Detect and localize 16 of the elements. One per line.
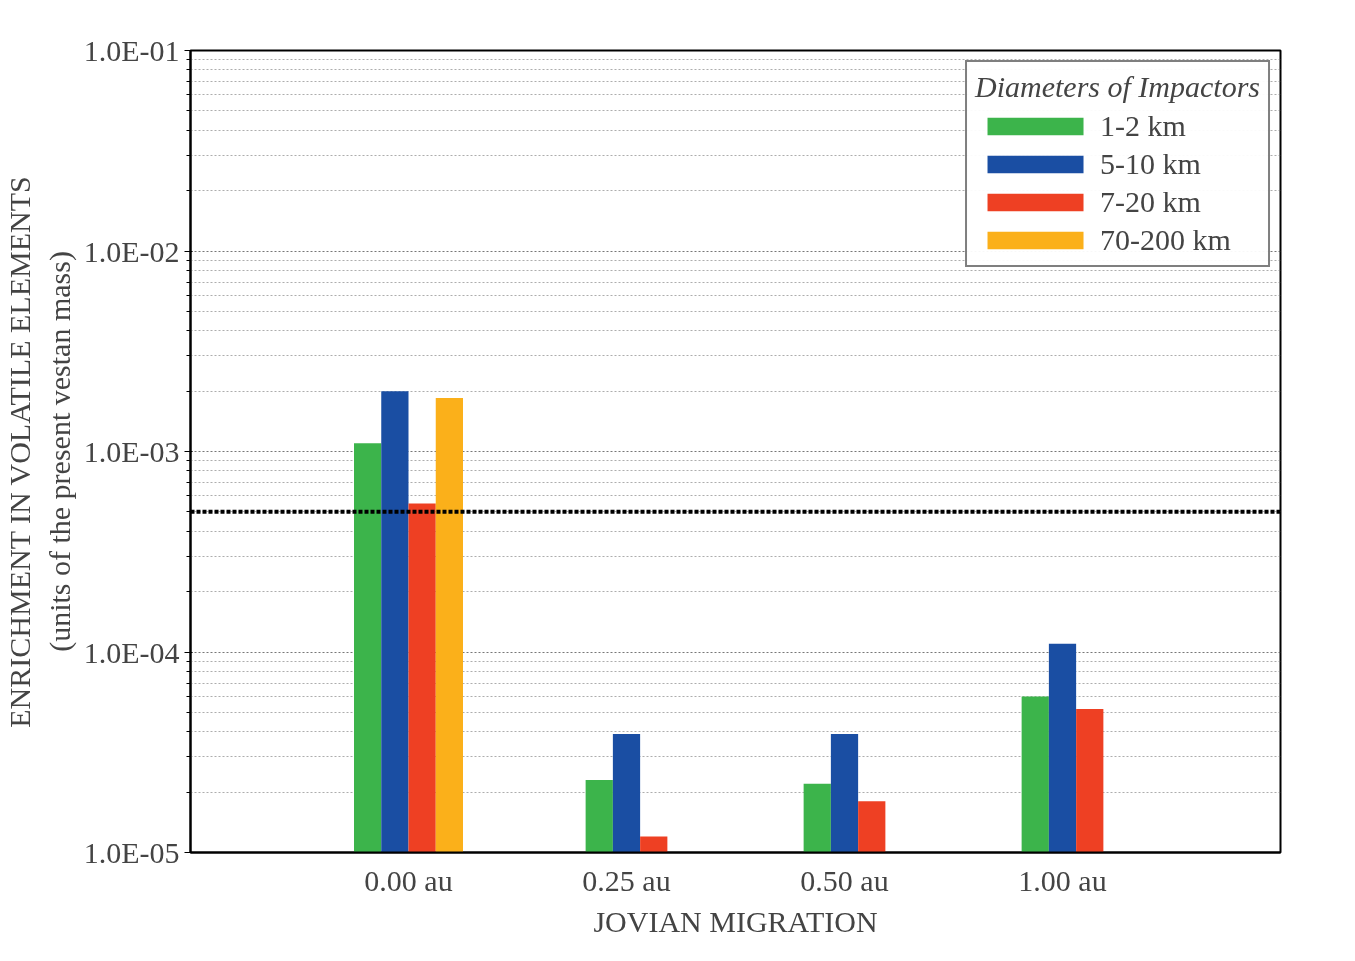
- y-tick-label: 1.0E-02: [83, 234, 180, 268]
- y-tick-label: 1.0E-04: [83, 635, 180, 669]
- legend-label: 7-20 km: [1100, 185, 1201, 219]
- x-tick-label: 1.00 au: [1018, 863, 1107, 897]
- y-tick-label: 1.0E-05: [83, 836, 180, 869]
- x-tick-label: 0.00 au: [364, 863, 453, 897]
- y-tick-label: 1.0E-01: [83, 34, 180, 67]
- legend-label: 70-200 km: [1100, 223, 1231, 257]
- x-tick-label: 0.25 au: [582, 863, 671, 897]
- x-tick-label: 0.50 au: [800, 863, 889, 897]
- legend-label: 1-2 km: [1100, 109, 1186, 143]
- x-axis-title: JOVIAN MIGRATION: [593, 904, 878, 938]
- y-axis-title: ENRICHMENT IN VOLATILE ELEMENTS (units of the present vestan mass): [3, 176, 77, 728]
- legend-label: 5-10 km: [1100, 147, 1201, 181]
- legend-title: Diameters of Impactors: [975, 70, 1260, 104]
- y-tick-label: 1.0E-03: [83, 435, 180, 468]
